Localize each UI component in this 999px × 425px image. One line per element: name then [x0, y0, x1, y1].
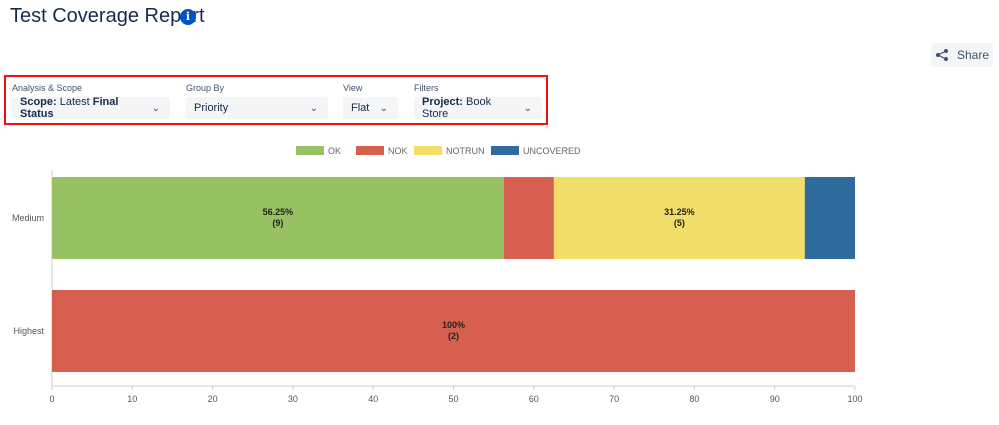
- analysis-scope-label: Analysis & Scope: [12, 83, 83, 93]
- chevron-down-icon: ⌄: [151, 102, 160, 114]
- legend-label-ok: OK: [328, 146, 341, 156]
- x-tick-label: 0: [49, 394, 54, 404]
- x-tick-label: 70: [609, 394, 619, 404]
- x-tick-label: 90: [770, 394, 780, 404]
- x-tick-label: 60: [529, 394, 539, 404]
- filters-value: Project: Book Store: [422, 96, 492, 120]
- view-group: View Flat ⌄: [343, 83, 398, 119]
- data-label-count: (9): [272, 218, 283, 228]
- group-by-group: Group By Priority ⌄: [186, 83, 328, 119]
- scope-value: Scope: Latest Final Status: [20, 96, 119, 120]
- view-select[interactable]: Flat ⌄: [343, 97, 398, 119]
- x-tick-label: 20: [208, 394, 218, 404]
- chevron-down-icon: ⌄: [379, 102, 388, 114]
- group-by-value: Priority: [194, 102, 229, 114]
- bar-medium-nok: [503, 177, 554, 259]
- legend-label-uncovered: UNCOVERED: [523, 146, 581, 156]
- legend-swatch-uncovered: [491, 146, 519, 155]
- y-tick-label: Medium: [12, 213, 44, 223]
- legend-swatch-ok: [296, 146, 324, 155]
- bar-medium-notrun: [553, 177, 805, 259]
- data-label-percent: 56.25%: [263, 207, 294, 217]
- scope-select[interactable]: Scope: Latest Final Status ⌄: [12, 96, 170, 120]
- legend-swatch-nok: [356, 146, 384, 155]
- data-label-count: (5): [674, 218, 685, 228]
- group-by-select[interactable]: Priority ⌄: [186, 97, 328, 119]
- legend-swatch-notrun: [414, 146, 442, 155]
- info-icon[interactable]: i: [180, 9, 196, 25]
- filters-group: Filters Project: Book Store ⌄: [414, 83, 542, 120]
- share-label: Share: [956, 48, 990, 62]
- bar-medium-ok: [52, 177, 504, 259]
- y-tick-label: Highest: [13, 326, 44, 336]
- group-by-label: Group By: [186, 83, 225, 93]
- x-tick-label: 40: [368, 394, 378, 404]
- report-controls: Analysis & Scope Scope: Latest Final Sta…: [4, 75, 548, 125]
- legend-label-notrun: NOTRUN: [446, 146, 485, 156]
- view-label: View: [343, 83, 363, 93]
- analysis-scope-group: Analysis & Scope Scope: Latest Final Sta…: [12, 83, 170, 120]
- view-value: Flat: [351, 102, 370, 114]
- data-label-percent: 31.25%: [664, 207, 695, 217]
- share-button[interactable]: Share: [931, 43, 993, 67]
- x-tick-label: 30: [288, 394, 298, 404]
- chevron-down-icon: ⌄: [309, 102, 318, 114]
- filters-label: Filters: [414, 83, 439, 93]
- x-tick-label: 100: [847, 394, 862, 404]
- page-title: Test Coverage Report: [10, 5, 205, 27]
- bar-medium-uncovered: [804, 177, 855, 259]
- share-icon: [935, 49, 948, 61]
- data-label-percent: 100%: [442, 320, 465, 330]
- x-tick-label: 80: [689, 394, 699, 404]
- data-label-count: (2): [448, 331, 459, 341]
- x-tick-label: 10: [127, 394, 137, 404]
- filters-select[interactable]: Project: Book Store ⌄: [414, 96, 542, 120]
- x-tick-label: 50: [448, 394, 458, 404]
- chevron-down-icon: ⌄: [523, 102, 532, 114]
- legend-label-nok: NOK: [388, 146, 408, 156]
- bar-highest-nok: [52, 290, 855, 372]
